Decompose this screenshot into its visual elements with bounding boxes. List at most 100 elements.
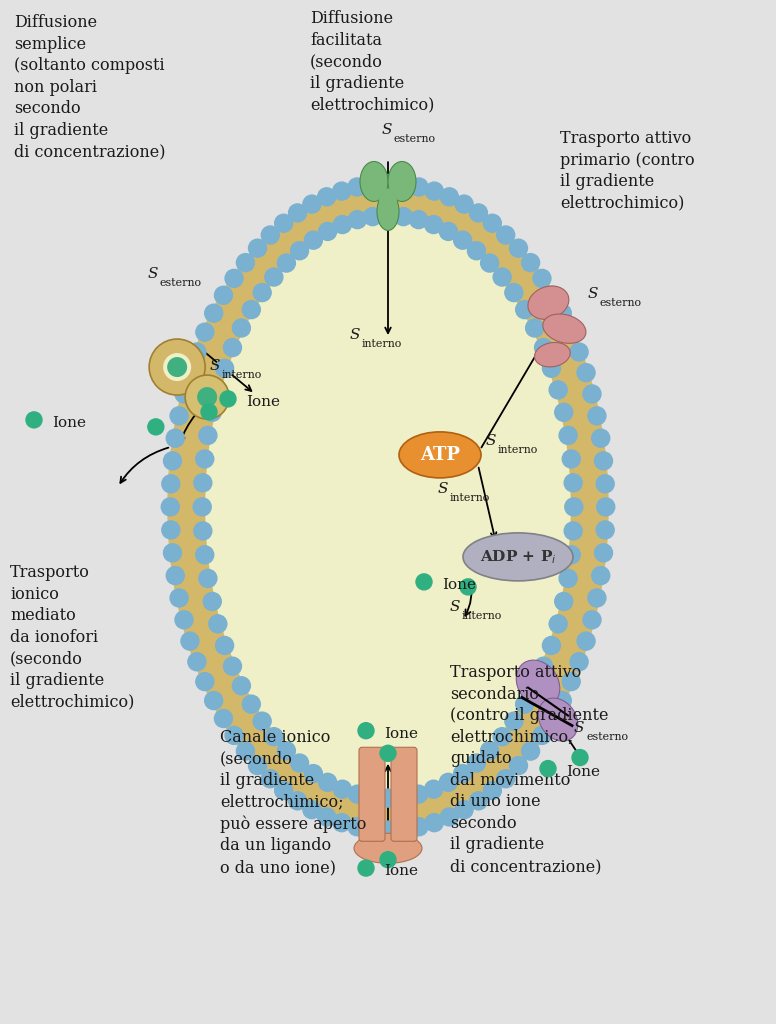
Circle shape xyxy=(348,211,366,228)
Text: S: S xyxy=(148,267,158,281)
Text: interno: interno xyxy=(222,370,262,380)
Circle shape xyxy=(164,544,182,562)
Circle shape xyxy=(205,304,223,323)
Circle shape xyxy=(440,808,459,826)
Circle shape xyxy=(216,637,234,654)
Text: Ione: Ione xyxy=(384,864,418,878)
Circle shape xyxy=(166,566,184,585)
Text: Ione: Ione xyxy=(442,578,476,592)
Circle shape xyxy=(454,231,472,249)
Circle shape xyxy=(181,364,199,382)
Circle shape xyxy=(439,773,457,792)
Circle shape xyxy=(334,215,352,233)
Circle shape xyxy=(232,319,251,337)
Text: esterno: esterno xyxy=(600,298,642,308)
Circle shape xyxy=(304,765,322,782)
Circle shape xyxy=(497,770,514,787)
Circle shape xyxy=(194,474,212,492)
Circle shape xyxy=(440,187,459,206)
Circle shape xyxy=(469,792,487,810)
Circle shape xyxy=(559,426,577,444)
Text: Ione: Ione xyxy=(384,727,418,740)
Circle shape xyxy=(543,287,562,304)
Circle shape xyxy=(214,710,233,727)
Circle shape xyxy=(265,268,283,286)
Circle shape xyxy=(533,726,551,744)
Circle shape xyxy=(469,204,487,222)
Circle shape xyxy=(555,403,573,421)
Circle shape xyxy=(149,339,205,395)
Text: Trasporto attivo
secondario
(contro il gradiente
elettrochimico,
guidato
dal mov: Trasporto attivo secondario (contro il g… xyxy=(450,664,608,874)
Circle shape xyxy=(542,359,560,377)
Circle shape xyxy=(543,710,562,727)
Circle shape xyxy=(196,324,214,341)
Circle shape xyxy=(248,757,266,774)
Circle shape xyxy=(510,757,528,774)
Circle shape xyxy=(364,788,382,806)
Circle shape xyxy=(592,566,610,585)
Circle shape xyxy=(199,569,217,588)
Circle shape xyxy=(196,546,213,564)
Circle shape xyxy=(564,474,582,492)
Circle shape xyxy=(248,240,266,257)
Circle shape xyxy=(223,657,241,675)
Circle shape xyxy=(521,742,539,760)
Circle shape xyxy=(199,426,217,444)
Circle shape xyxy=(317,808,336,826)
Ellipse shape xyxy=(539,698,578,741)
Circle shape xyxy=(583,610,601,629)
Ellipse shape xyxy=(543,314,586,343)
Circle shape xyxy=(394,820,413,839)
Circle shape xyxy=(237,742,255,760)
Circle shape xyxy=(358,723,374,738)
Circle shape xyxy=(170,407,188,425)
Circle shape xyxy=(510,240,528,257)
Circle shape xyxy=(304,231,322,249)
Circle shape xyxy=(181,632,199,650)
Circle shape xyxy=(577,364,595,382)
Circle shape xyxy=(196,450,213,468)
Circle shape xyxy=(242,695,260,713)
Circle shape xyxy=(170,589,188,607)
Circle shape xyxy=(516,301,534,318)
Text: interno: interno xyxy=(450,493,490,503)
Text: Diffusione
semplice
(soltanto composti
non polari
secondo
il gradiente
di concen: Diffusione semplice (soltanto composti n… xyxy=(14,14,165,161)
Circle shape xyxy=(333,814,351,831)
Text: esterno: esterno xyxy=(394,134,436,143)
Circle shape xyxy=(275,214,293,232)
Circle shape xyxy=(483,214,501,232)
Circle shape xyxy=(166,429,184,447)
Ellipse shape xyxy=(463,532,573,581)
Circle shape xyxy=(203,403,221,421)
Circle shape xyxy=(594,452,612,470)
Circle shape xyxy=(167,357,187,377)
Circle shape xyxy=(262,226,279,244)
Text: S: S xyxy=(382,123,393,136)
Text: ADP + P$_i$: ADP + P$_i$ xyxy=(480,548,556,565)
Circle shape xyxy=(410,211,428,228)
Circle shape xyxy=(563,450,580,468)
Circle shape xyxy=(483,781,501,800)
Circle shape xyxy=(562,324,580,341)
Text: Ione: Ione xyxy=(246,395,280,409)
Text: Trasporto
ionico
mediato
da ionofori
(secondo
il gradiente
elettrochimico): Trasporto ionico mediato da ionofori (se… xyxy=(10,564,134,711)
Circle shape xyxy=(205,691,223,710)
Circle shape xyxy=(577,632,595,650)
Circle shape xyxy=(596,475,614,493)
Circle shape xyxy=(583,385,601,403)
Circle shape xyxy=(424,780,442,799)
Circle shape xyxy=(216,359,234,377)
Circle shape xyxy=(164,452,182,470)
Ellipse shape xyxy=(399,432,481,478)
Circle shape xyxy=(163,353,191,381)
Circle shape xyxy=(535,339,553,356)
Circle shape xyxy=(588,407,606,425)
Circle shape xyxy=(225,269,243,288)
Circle shape xyxy=(555,593,573,610)
Circle shape xyxy=(220,391,236,407)
Circle shape xyxy=(533,269,551,288)
Circle shape xyxy=(493,728,511,745)
Circle shape xyxy=(175,385,193,403)
Circle shape xyxy=(333,182,351,200)
Circle shape xyxy=(209,614,227,633)
